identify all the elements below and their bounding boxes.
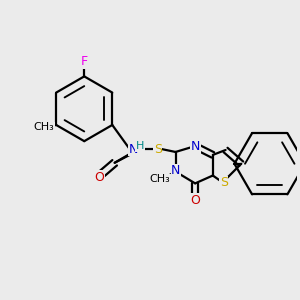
Text: O: O	[190, 194, 200, 207]
Text: N: N	[191, 140, 200, 153]
Text: O: O	[94, 171, 104, 184]
Text: CH₃: CH₃	[149, 174, 170, 184]
Text: F: F	[81, 55, 88, 68]
Text: N: N	[129, 142, 138, 156]
Text: S: S	[154, 142, 162, 155]
Text: N: N	[171, 164, 181, 177]
Text: S: S	[220, 176, 228, 190]
Text: H: H	[136, 142, 144, 152]
Text: CH₃: CH₃	[33, 122, 54, 132]
